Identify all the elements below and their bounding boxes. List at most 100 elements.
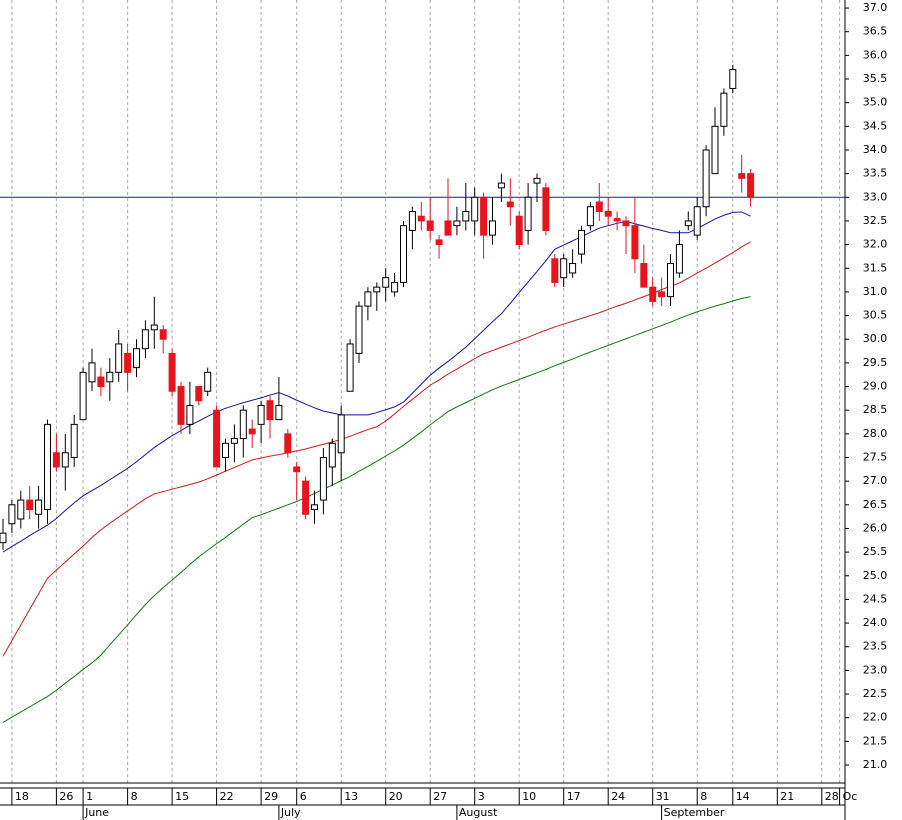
y-tick-label: 36.0: [863, 48, 888, 61]
candle-body: [204, 371, 212, 392]
y-tick-label: 32.0: [863, 238, 888, 251]
y-tick-label: 24.5: [863, 592, 888, 605]
candle-body: [586, 206, 594, 227]
x-tick-label: 24: [611, 790, 625, 803]
candle-body: [257, 404, 265, 425]
candle-body: [266, 400, 274, 421]
candle-body: [44, 423, 51, 511]
candle-body: [319, 456, 327, 501]
candle-body: [35, 499, 43, 515]
candle-body: [337, 414, 345, 454]
candle-body: [106, 371, 114, 383]
candle-body: [61, 452, 69, 468]
x-tick-label: 21: [780, 790, 794, 803]
y-tick-label: 30.0: [863, 332, 888, 345]
candle-body: [328, 442, 336, 468]
candle-body: [515, 215, 523, 246]
y-tick-label: 35.5: [863, 72, 888, 85]
candle-body: [497, 182, 505, 189]
candle-body: [702, 149, 710, 208]
x-tick-label: 10: [522, 790, 536, 803]
candle-body: [124, 352, 132, 373]
candle-body: [79, 371, 87, 421]
candle-body: [444, 220, 452, 236]
y-tick-label: 28.5: [863, 403, 888, 416]
candle-body: [239, 409, 247, 440]
candle-body: [631, 225, 639, 260]
y-tick-label: 27.5: [863, 450, 888, 463]
x-tick-label: Oc: [843, 790, 858, 803]
candle-body: [640, 263, 648, 288]
x-tick-label: 27: [433, 790, 447, 803]
month-label: June: [84, 806, 109, 819]
candle-body: [747, 173, 755, 198]
y-tick-label: 30.5: [863, 309, 888, 322]
candle-body: [622, 220, 630, 227]
y-tick-label: 23.5: [863, 640, 888, 653]
candle-body: [578, 229, 585, 255]
candle-body: [533, 177, 541, 184]
y-tick-label: 31.0: [863, 285, 888, 298]
candle-body: [230, 438, 238, 444]
candle-body: [150, 324, 158, 331]
ma-line: [2, 241, 751, 657]
candle-body: [8, 504, 16, 525]
y-tick-label: 21.5: [863, 734, 888, 747]
candle-body: [417, 215, 425, 222]
month-label: September: [664, 806, 725, 819]
candle-body: [569, 263, 577, 274]
y-tick-label: 22.0: [863, 711, 888, 724]
candle-body: [613, 218, 621, 222]
candle-body: [462, 210, 470, 222]
y-tick-label: 32.5: [863, 214, 888, 227]
candle-body: [159, 329, 167, 340]
y-tick-label: 23.0: [863, 663, 888, 676]
y-tick-label: 21.0: [863, 758, 888, 771]
x-tick-label: 8: [700, 790, 707, 803]
candle-body: [346, 343, 354, 392]
candle-body: [186, 404, 194, 425]
candle-body: [248, 428, 256, 435]
candle-body: [26, 499, 34, 511]
month-label: July: [280, 806, 301, 819]
y-tick-label: 22.5: [863, 687, 888, 700]
candle-body: [658, 291, 666, 298]
y-tick-label: 25.5: [863, 545, 888, 558]
candle-body: [17, 499, 25, 520]
candle-body: [70, 423, 78, 458]
candle-body: [284, 433, 292, 454]
ma-line: [2, 211, 751, 553]
ma-line: [2, 296, 751, 723]
candle-body: [195, 386, 203, 402]
y-tick-label: 34.5: [863, 119, 888, 132]
candle-body: [311, 504, 318, 511]
month-label: August: [459, 806, 498, 819]
candle-body: [711, 125, 719, 175]
x-tick-label: 29: [264, 790, 278, 803]
candle-body: [168, 352, 176, 392]
y-tick-label: 36.5: [863, 25, 888, 38]
candle-body: [115, 343, 123, 373]
x-tick-label: 18: [15, 790, 29, 803]
candle-body: [542, 187, 550, 231]
candle-body: [720, 92, 728, 127]
candle-body: [275, 404, 283, 421]
candle-body: [551, 258, 559, 283]
candle-body: [382, 277, 390, 288]
candle-body: [88, 362, 96, 383]
candle-body: [400, 225, 407, 283]
candle-body: [524, 196, 532, 231]
candle-body: [426, 220, 434, 231]
candle-body: [133, 348, 140, 369]
candle-body: [435, 239, 443, 246]
candle-body: [302, 480, 310, 515]
candle-body: [391, 281, 399, 293]
candle-body: [729, 69, 737, 89]
y-tick-label: 33.5: [863, 167, 888, 180]
candle-body: [213, 409, 221, 468]
candle-body: [604, 210, 612, 217]
candle-body: [684, 220, 692, 227]
x-tick-label: 15: [175, 790, 189, 803]
